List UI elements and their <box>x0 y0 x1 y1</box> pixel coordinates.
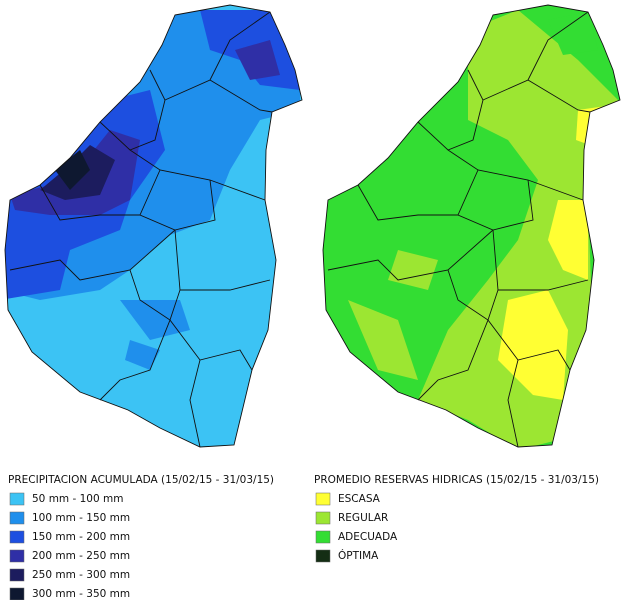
legend-label: 250 mm - 300 mm <box>32 569 130 581</box>
department-borders <box>327 11 591 448</box>
legend-swatch <box>315 492 331 506</box>
reserves-map <box>323 5 620 447</box>
legend-swatch <box>9 549 25 563</box>
legend-label: REGULAR <box>338 512 388 524</box>
legend-swatch <box>9 511 25 525</box>
legend-swatch <box>315 511 331 525</box>
legend-swatch <box>315 549 331 563</box>
legend-swatch <box>9 587 25 600</box>
legend-title: PRECIPITACION ACUMULADA (15/02/15 - 31/0… <box>8 474 274 486</box>
legend-label: 50 mm - 100 mm <box>32 493 123 505</box>
legend-swatch <box>9 492 25 506</box>
precipitation-map <box>5 5 302 447</box>
legend-swatch <box>315 530 331 544</box>
legend-label: ESCASA <box>338 493 381 505</box>
legend-label: 300 mm - 350 mm <box>32 588 130 600</box>
legend-label: 150 mm - 200 mm <box>32 531 130 543</box>
legend-label: 100 mm - 150 mm <box>32 512 130 524</box>
legend-swatch <box>9 530 25 544</box>
legend-label: ÓPTIMA <box>338 549 379 562</box>
legend-title: PROMEDIO RESERVAS HIDRICAS (15/02/15 - 3… <box>314 474 599 486</box>
legend-label: 200 mm - 250 mm <box>32 550 130 562</box>
department-borders <box>9 11 273 448</box>
legend-swatch <box>9 568 25 582</box>
legend-label: ADECUADA <box>338 531 398 543</box>
legends: PRECIPITACION ACUMULADA (15/02/15 - 31/0… <box>8 474 599 600</box>
